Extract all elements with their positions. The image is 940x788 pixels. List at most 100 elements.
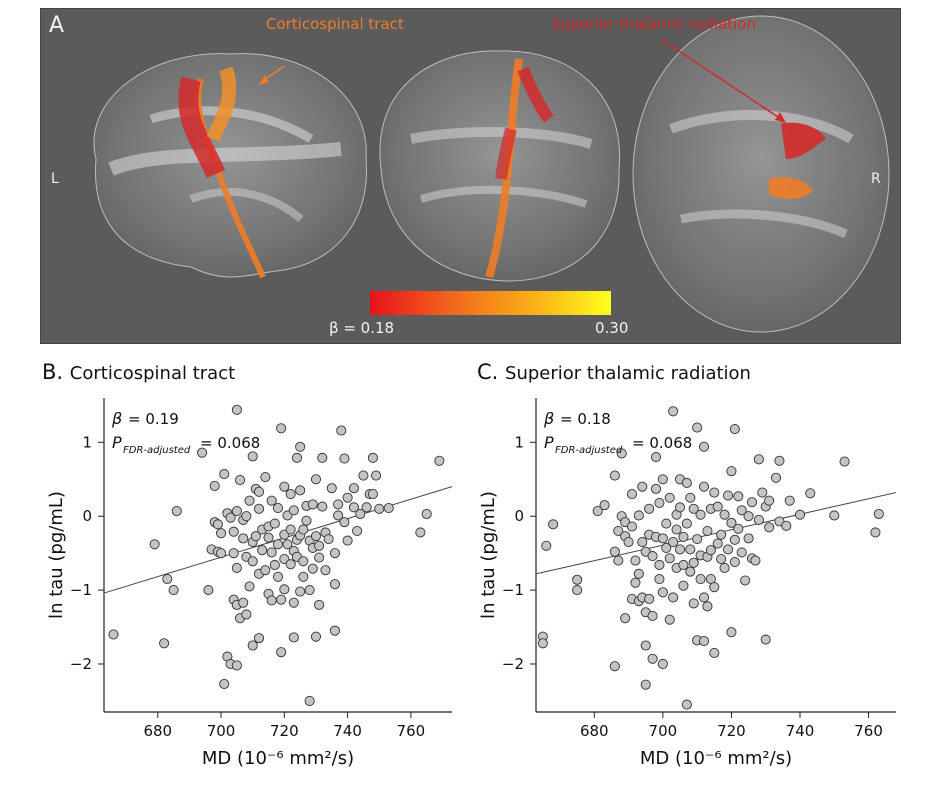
- data-point: [698, 636, 710, 647]
- data-point: [657, 474, 668, 485]
- data-point: [260, 472, 271, 483]
- y-tick-label: −1: [502, 581, 524, 599]
- data-point: [702, 601, 713, 612]
- p-symbol: P: [544, 433, 554, 452]
- scatter-chart-corticospinal: 680 700 720 740 760 1 0 −1 −2 MD (10⁻⁶ mm²/s) ln t…: [46, 398, 453, 769]
- data-point: [241, 511, 252, 522]
- data-point: [726, 627, 737, 638]
- scatter-chart-thalamic: 680 700 720 740 760 1 0 −1 −2 MD (10⁻⁶ mm²/s) ln t…: [478, 398, 897, 769]
- data-point: [320, 565, 331, 576]
- data-point: [537, 638, 548, 649]
- data-point: [685, 544, 696, 555]
- data-point: [231, 505, 242, 517]
- data-point: [609, 661, 620, 672]
- data-point: [371, 470, 382, 481]
- data-point: [709, 487, 720, 498]
- data-point: [626, 488, 638, 500]
- data-point: [647, 610, 658, 622]
- data-point: [285, 559, 296, 570]
- data-point: [654, 573, 665, 585]
- data-point: [162, 573, 173, 585]
- data-point: [295, 485, 306, 496]
- panel-c-title-text: Superior thalamic radiation: [505, 363, 751, 384]
- data-point: [688, 503, 699, 514]
- data-point: [681, 518, 692, 529]
- data-point: [647, 653, 658, 664]
- colorbar: [370, 291, 611, 315]
- data-point: [291, 452, 303, 463]
- data-point: [719, 509, 730, 520]
- data-point: [746, 497, 758, 508]
- panel-b-letter: B.: [42, 360, 64, 384]
- data-point: [304, 585, 315, 596]
- data-point: [688, 598, 699, 609]
- data-point: [650, 483, 662, 494]
- x-axis-label: MD (10⁻⁶ mm²/s): [202, 748, 354, 769]
- data-point: [209, 480, 220, 491]
- y-axis-label: ln tau (pg/mL): [46, 491, 67, 619]
- data-point: [272, 503, 284, 514]
- data-point: [609, 470, 620, 481]
- data-point: [664, 553, 675, 564]
- data-point: [626, 521, 638, 532]
- data-point: [644, 593, 655, 605]
- data-point: [736, 547, 747, 558]
- x-tick-label: 740: [786, 722, 815, 740]
- data-point: [333, 510, 344, 521]
- data-point: [753, 454, 764, 465]
- x-tick-label: 700: [649, 722, 678, 740]
- data-point: [753, 514, 764, 525]
- data-point: [726, 517, 737, 528]
- data-point: [698, 592, 710, 603]
- data-point: [383, 503, 394, 514]
- data-point: [685, 492, 696, 503]
- data-point: [374, 503, 385, 514]
- data-point: [709, 582, 720, 593]
- y-tick-label: −2: [70, 655, 92, 673]
- data-point: [361, 502, 372, 513]
- data-point: [339, 453, 350, 464]
- data-point: [661, 542, 672, 554]
- data-point: [279, 481, 290, 492]
- data-point: [295, 441, 306, 452]
- data-point: [282, 539, 293, 550]
- data-point: [216, 528, 227, 539]
- data-point: [613, 555, 624, 566]
- data-point: [640, 640, 651, 651]
- data-point: [743, 511, 754, 522]
- data-point: [168, 585, 179, 596]
- p-subscript: FDR-adjusted: [123, 445, 191, 456]
- data-point: [716, 554, 727, 565]
- y-tick-label: 1: [82, 433, 92, 451]
- data-point: [661, 518, 672, 529]
- data-point: [323, 534, 334, 545]
- thalamic-arrow: [660, 38, 782, 120]
- data-point: [231, 660, 242, 671]
- data-point: [805, 488, 816, 499]
- data-point: [304, 695, 315, 706]
- data-point: [729, 423, 740, 435]
- data-point: [650, 452, 662, 463]
- data-point: [633, 510, 644, 521]
- data-point: [279, 584, 290, 595]
- p-subscript: FDR-adjusted: [555, 445, 623, 456]
- data-point: [269, 518, 280, 529]
- data-point: [234, 474, 246, 486]
- data-point: [674, 502, 686, 513]
- data-point: [668, 406, 679, 417]
- x-tick-label: 720: [270, 722, 299, 740]
- data-point: [314, 552, 325, 563]
- data-point: [548, 519, 559, 530]
- data-point: [712, 501, 723, 512]
- data-point: [640, 679, 651, 690]
- data-point: [266, 547, 277, 558]
- left-hemisphere-label: L: [51, 171, 59, 187]
- data-point: [253, 503, 265, 514]
- data-point: [733, 523, 744, 534]
- data-point: [219, 469, 230, 480]
- p-value: = 0.068: [200, 434, 260, 452]
- data-point: [695, 509, 706, 520]
- brain-sagittal: [93, 53, 368, 279]
- data-point: [298, 524, 309, 535]
- data-point: [342, 492, 353, 503]
